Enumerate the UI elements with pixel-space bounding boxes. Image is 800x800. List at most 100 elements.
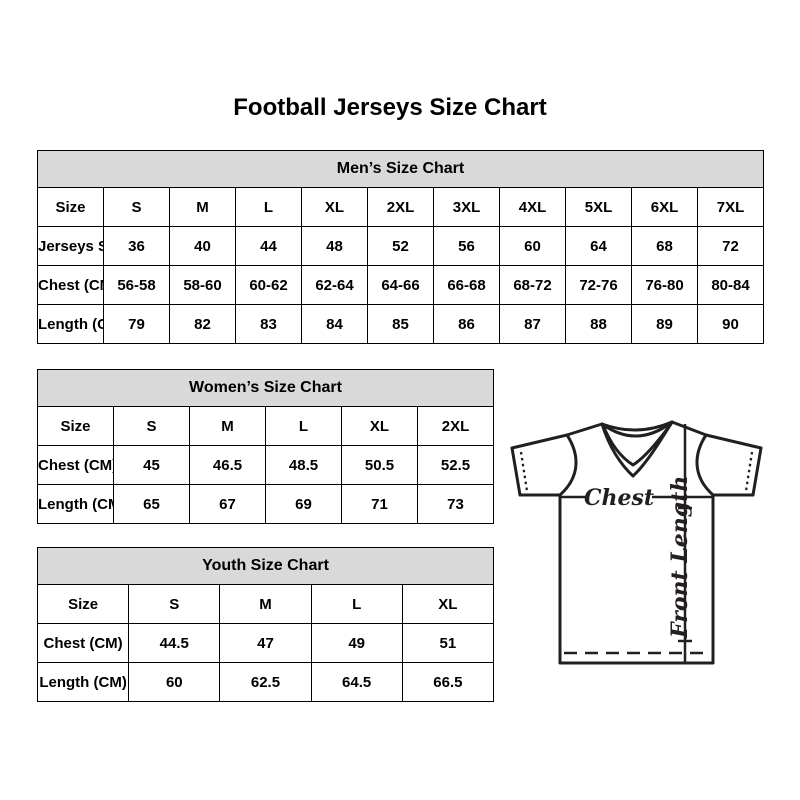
value-cell: 52 (367, 226, 434, 266)
jersey-collar-band-curve (600, 420, 674, 438)
table-row: Jerseys Size36404448525660646872 (37, 226, 764, 266)
value-cell: 47 (219, 623, 312, 663)
jersey-collar-inner-v (601, 422, 673, 467)
value-cell: S (113, 406, 190, 446)
row-header-cell: Size (36, 584, 130, 624)
value-cell: 46.5 (189, 445, 266, 485)
value-cell: 84 (301, 304, 368, 344)
value-cell: 36 (103, 226, 170, 266)
value-cell: 48.5 (265, 445, 342, 485)
row-header-cell: Chest (CM) (37, 445, 114, 485)
value-cell: 6XL (631, 187, 698, 227)
jersey-measurement-diagram: Chest Front Length (505, 415, 768, 667)
value-cell: 83 (235, 304, 302, 344)
value-cell: XL (401, 584, 495, 624)
table-title-row: Women’s Size Chart (37, 369, 494, 407)
front-length-label: Front Length (667, 476, 693, 639)
value-cell: 64-66 (367, 265, 434, 305)
jersey-right-cuff-line (751, 446, 763, 497)
value-cell: 69 (265, 484, 342, 524)
jersey-right-armhole-seam (695, 433, 715, 497)
table-title-row: Men’s Size Chart (37, 150, 764, 188)
value-cell: 72-76 (565, 265, 632, 305)
mens-size-table: Men’s Size Chart Size S M L XL 2XL 3XL 4XL 5XL 6X… (37, 150, 764, 344)
jersey-collar-outer-v (600, 420, 674, 478)
value-cell: 88 (565, 304, 632, 344)
value-cell: L (235, 187, 302, 227)
value-cell: 49 (310, 623, 403, 663)
value-cell: 48 (301, 226, 368, 266)
value-cell: 2XL (417, 406, 494, 446)
row-header-cell: Size (37, 406, 114, 446)
value-cell: 44.5 (128, 623, 221, 663)
table-title-row: Youth Size Chart (37, 547, 494, 585)
row-header-cell: Chest (CM) (37, 265, 104, 305)
row-header-cell: Length (CM) (37, 304, 104, 344)
table-title: Women’s Size Chart (37, 369, 494, 407)
value-cell: L (310, 584, 403, 624)
value-cell: 67 (189, 484, 266, 524)
value-cell: 60 (128, 662, 221, 702)
value-cell: 87 (499, 304, 566, 344)
value-cell: 66-68 (433, 265, 500, 305)
jersey-diagram-svg: Chest Front Length (510, 420, 763, 665)
value-cell: 68 (631, 226, 698, 266)
table-row: Chest (CM) 44.5 47 49 51 (36, 623, 495, 663)
value-cell: 56-58 (103, 265, 170, 305)
jersey-left-cuff-line (510, 446, 522, 497)
value-cell: 64 (565, 226, 632, 266)
table-row: Chest (CM)56-5858-6060-6262-6464-6666-68… (37, 265, 764, 305)
value-cell: 52.5 (417, 445, 494, 485)
jersey-collar-top-curve (600, 420, 674, 432)
table-title: Youth Size Chart (37, 547, 494, 585)
value-cell: 66.5 (401, 662, 495, 702)
value-cell: 56 (433, 226, 500, 266)
value-cell: 80-84 (697, 265, 764, 305)
value-cell: 76-80 (631, 265, 698, 305)
value-cell: 62.5 (219, 662, 312, 702)
page-title: Football Jerseys Size Chart (233, 94, 547, 121)
row-header-cell: Chest (CM) (36, 623, 130, 663)
value-cell: 73 (417, 484, 494, 524)
value-cell: 7XL (697, 187, 764, 227)
row-header-cell: Size (37, 187, 104, 227)
table-row: Size S M L XL (36, 584, 495, 624)
jersey-left-cuff-stitch-line (519, 451, 529, 492)
value-cell: 68-72 (499, 265, 566, 305)
table-row: Size S M L XL 2XL (37, 406, 494, 446)
value-cell: 51 (401, 623, 495, 663)
value-cell: 2XL (367, 187, 434, 227)
value-cell: L (265, 406, 342, 446)
table-row: Length (CM) 60 62.5 64.5 66.5 (36, 662, 495, 702)
value-cell: 45 (113, 445, 190, 485)
value-cell: 5XL (565, 187, 632, 227)
value-cell: S (103, 187, 170, 227)
value-cell: 90 (697, 304, 764, 344)
value-cell: 65 (113, 484, 190, 524)
row-header-cell: Length (CM) (37, 484, 114, 524)
value-cell: M (219, 584, 312, 624)
youth-size-table: Youth Size Chart Size S M L XL Chest (CM) 44.5… (36, 547, 495, 702)
value-cell: 64.5 (310, 662, 403, 702)
jersey-left-armhole-seam (558, 433, 578, 497)
value-cell: 82 (169, 304, 236, 344)
value-cell: 60-62 (235, 265, 302, 305)
value-cell: 40 (169, 226, 236, 266)
chest-label: Chest (584, 485, 654, 511)
jersey-body-outline (558, 493, 715, 665)
value-cell: XL (301, 187, 368, 227)
table-row: Size S M L XL 2XL 3XL 4XL 5XL 6XL 7XL (37, 187, 764, 227)
table-row: Chest (CM) 45 46.5 48.5 50.5 52.5 (37, 445, 494, 485)
table-title: Men’s Size Chart (37, 150, 764, 188)
jersey-right-cuff-stitch-line (744, 451, 754, 492)
value-cell: 71 (341, 484, 418, 524)
value-cell: M (169, 187, 236, 227)
womens-size-table: Women’s Size Chart Size S M L XL 2XL Chest (CM… (37, 369, 494, 524)
value-cell: 4XL (499, 187, 566, 227)
row-header-cell: Length (CM) (36, 662, 130, 702)
value-cell: 3XL (433, 187, 500, 227)
value-cell: 86 (433, 304, 500, 344)
jersey-left-shoulder-line (510, 422, 604, 450)
